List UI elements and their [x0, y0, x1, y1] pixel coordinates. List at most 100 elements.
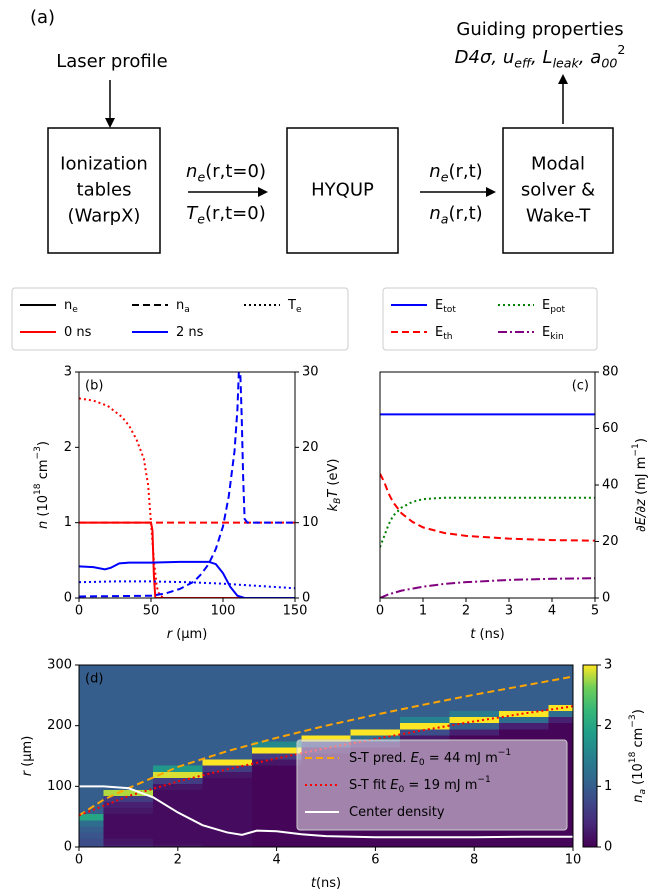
heat-cell: [202, 783, 253, 790]
box-text: Modal: [531, 154, 585, 175]
heat-cell: [79, 668, 105, 675]
heat-cell: [79, 710, 105, 718]
heat-cell: [350, 686, 401, 693]
heat-cell: [202, 837, 253, 845]
y-axis-label: r (µm): [20, 736, 35, 777]
heat-cell: [449, 843, 500, 847]
heat-cell: [301, 668, 352, 675]
text-segment: r: [167, 627, 174, 642]
heat-cell: [301, 698, 352, 706]
arrow-label: na(r,t): [429, 203, 482, 226]
heat-cell: [350, 692, 401, 699]
heat-cell: [103, 783, 154, 790]
colorbar-tick-label: 2: [604, 718, 612, 733]
heat-cell: [251, 752, 302, 760]
heat-cell: [251, 716, 302, 724]
series-line: [79, 372, 295, 598]
heat-cell: [79, 728, 105, 736]
heat-cell: [103, 674, 154, 681]
text-segment: E: [390, 778, 399, 793]
text-segment: (10: [631, 763, 646, 789]
text-segment: S-T pred.: [349, 751, 411, 766]
heat-cell: [400, 692, 451, 699]
series-line: [79, 675, 573, 817]
heat-cell: [301, 716, 352, 724]
heat-cell: [103, 692, 154, 699]
heat-cell: [103, 716, 154, 724]
y2-tick-label: 40: [602, 478, 619, 493]
heat-cell: [548, 674, 573, 681]
series-line: [79, 560, 295, 598]
text-segment: (r,t): [448, 161, 482, 182]
heat-cell: [449, 716, 500, 724]
heat-cell: [202, 789, 253, 797]
text-segment: th: [443, 331, 452, 341]
text-segment: B: [332, 498, 342, 504]
heat-cell: [498, 704, 549, 712]
heat-cell: [202, 746, 253, 754]
heat-cell: [251, 686, 302, 693]
heat-cell: [400, 728, 451, 736]
series-line: [380, 473, 595, 542]
heat-cell: [79, 686, 105, 693]
text-segment: n: [429, 161, 440, 182]
heat-cell: [202, 692, 253, 699]
heat-cell: [202, 680, 253, 687]
text-segment: E: [542, 325, 550, 340]
text-segment: ): [36, 441, 51, 446]
text-segment: (ns): [316, 876, 341, 891]
heat-cell: [103, 746, 154, 754]
y-tick-label: 200: [47, 718, 72, 733]
text-segment: D4σ,: [455, 47, 503, 68]
text-segment: (ns): [475, 627, 504, 642]
diagram: (a) Laser profile Guiding properties D4σ…: [30, 7, 625, 254]
text-segment: a: [184, 304, 190, 314]
x-tick-label: 2: [174, 853, 182, 868]
heat-cell: [449, 698, 500, 706]
heat-cell: [79, 831, 105, 839]
text-segment: kin: [550, 331, 564, 341]
heat-cell: [153, 837, 204, 845]
text-segment: (mJ m: [634, 457, 649, 500]
heat-cell: [251, 728, 302, 736]
heat-cell: [251, 698, 302, 706]
heat-cell: [548, 680, 573, 687]
heat-cell: [79, 795, 105, 803]
text-segment: e: [197, 169, 205, 184]
heat-cell: [202, 668, 253, 675]
heat-cell: [79, 807, 105, 815]
heat-cell: [251, 674, 302, 681]
heat-cell: [103, 813, 154, 821]
text-segment: e: [72, 304, 78, 314]
heat-cell: [202, 734, 253, 742]
heat-cell: [548, 843, 573, 847]
heat-cell: [449, 734, 500, 742]
heat-cell: [498, 734, 549, 742]
heat-cell: [449, 837, 500, 845]
heat-cell: [79, 765, 105, 772]
heat-cell: [400, 716, 451, 724]
heat-cell: [202, 831, 253, 839]
text-segment: n: [631, 795, 646, 803]
text-segment: k: [326, 503, 341, 511]
heat-cell: [202, 752, 253, 760]
box-text: HYQUP: [311, 180, 374, 201]
heat-cell: [350, 837, 401, 845]
box-text: Ionization: [60, 154, 148, 175]
x-tick-label: 6: [371, 853, 379, 868]
heat-cell: [153, 674, 204, 681]
heat-cell: [301, 674, 352, 681]
heat-cell: [153, 831, 204, 839]
heat-cell: [251, 704, 302, 712]
heat-cell: [251, 837, 302, 845]
y-tick-label: 2: [64, 440, 72, 455]
heat-cell: [153, 710, 204, 718]
text-segment: 2 ns: [176, 325, 204, 340]
heat-cell: [153, 716, 204, 724]
heat-cell: [153, 801, 204, 809]
heat-cell: [251, 819, 302, 827]
text-segment: e: [296, 304, 302, 314]
x-tick-label: 150: [283, 604, 308, 619]
heat-cell: [498, 837, 549, 845]
